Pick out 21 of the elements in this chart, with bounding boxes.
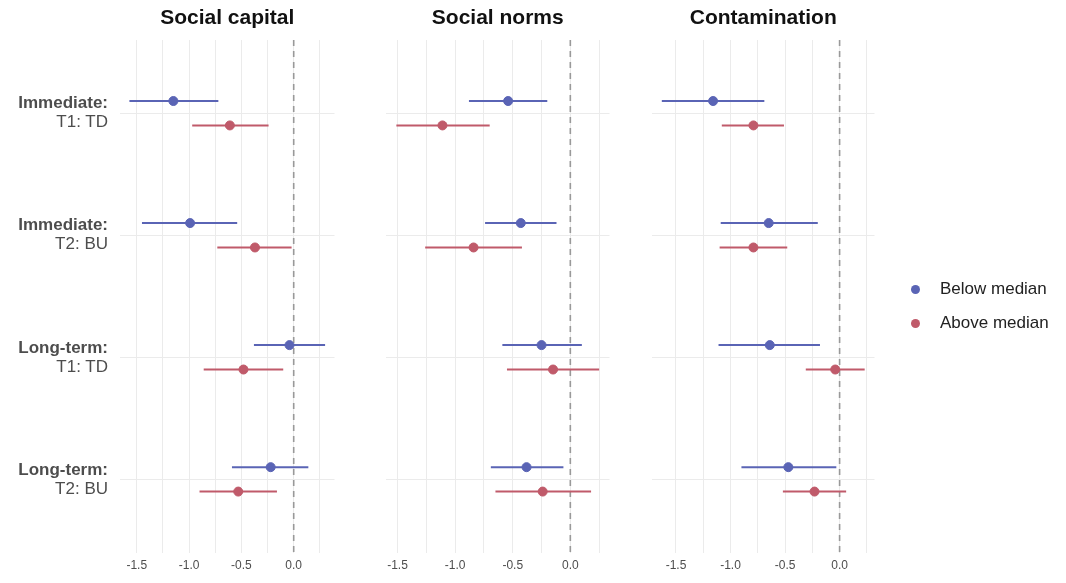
chart-title: Contamination	[689, 4, 837, 28]
x-tick-label: -1.0	[178, 558, 200, 573]
x-tick-label: -0.5	[774, 558, 796, 573]
x-tick-label: -1.5	[126, 558, 148, 573]
x-tick-label: 0.0	[285, 558, 303, 573]
x-tick-label: -1.5	[387, 558, 409, 573]
y-tick-label: Immediate: T2: BU	[18, 215, 108, 254]
x-tick-label: -0.5	[502, 558, 524, 573]
x-tick-label: -1.5	[665, 558, 687, 573]
y-tick-label: Long-term: T2: BU	[18, 459, 108, 498]
legend-label: Below median	[940, 279, 1047, 299]
x-tick-label: -1.0	[444, 558, 466, 573]
chart-title: Social capital	[160, 4, 295, 28]
x-tick-label: 0.0	[831, 558, 849, 573]
y-tick-label: Long-term: T1: TD	[18, 337, 108, 376]
x-tick-label: 0.0	[561, 558, 579, 573]
chart-title: Social norms	[431, 4, 564, 28]
legend-label: Above median	[940, 313, 1049, 333]
x-tick-label: -0.5	[231, 558, 253, 573]
x-tick-label: -1.0	[720, 558, 742, 573]
y-tick-label: Immediate: T1: TD	[18, 93, 108, 132]
